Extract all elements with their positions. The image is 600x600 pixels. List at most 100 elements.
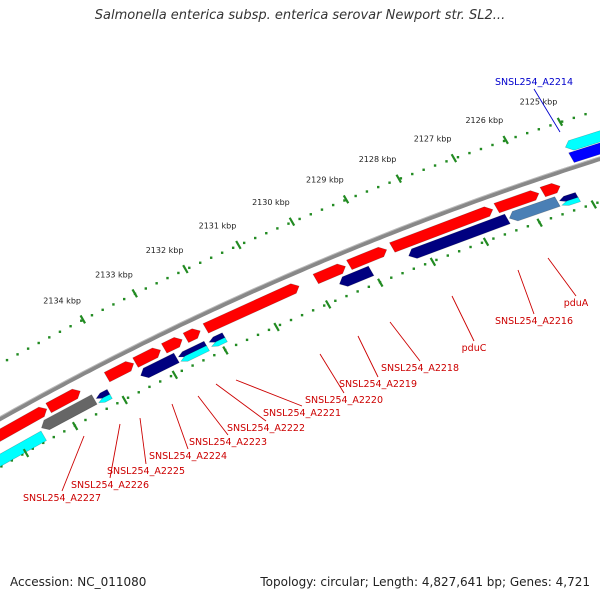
outer-ruler-dot (112, 303, 115, 306)
inner-ruler-dot (503, 233, 507, 236)
outer-ruler-dot (549, 124, 552, 127)
outer-ruler-dot (199, 261, 202, 264)
label-leader-line (389, 321, 421, 362)
outer-ruler-dot (584, 112, 587, 116)
inner-ruler-dot (345, 294, 348, 298)
page-title: Salmonella enterica subsp. enterica sero… (94, 8, 506, 23)
gene-label: SNSL254_A2223 (189, 437, 267, 448)
gene-label: SNSL254_A2225 (107, 466, 185, 477)
inner-ruler-dot (63, 430, 66, 433)
label-leader-line (517, 269, 535, 315)
inner-ruler-dot (52, 435, 55, 439)
inner-ruler-dot (213, 353, 216, 357)
inner-ruler-dot (148, 385, 151, 389)
outer-ruler-dot (220, 251, 224, 254)
inner-ruler-major-tick (377, 278, 384, 288)
gene-label: SNSL254_A2224 (149, 451, 227, 462)
outer-ruler-dot (177, 271, 180, 275)
gene-label: SNSL254_A2219 (339, 379, 417, 390)
inner-ruler-dot (169, 374, 173, 378)
outer-ruler-dot (231, 246, 235, 249)
ruler-tick-label: 2134 kbp (43, 297, 81, 306)
label-leader-line (533, 88, 561, 133)
outer-ruler-dot (343, 199, 346, 202)
inner-ruler-dot (245, 338, 249, 342)
label-leader-line (357, 335, 379, 378)
inner-ruler-major-tick (482, 237, 490, 247)
gene-label: SNSL254_A2222 (227, 423, 305, 434)
outer-ruler-dot (298, 217, 301, 221)
gene-forward (493, 190, 540, 214)
inner-ruler-dot (84, 418, 87, 422)
gene-reverse (210, 337, 228, 347)
inner-ruler-dot (137, 391, 140, 394)
ruler-tick-label: 2133 kbp (95, 270, 133, 279)
inner-ruler-major-tick (536, 218, 543, 228)
gene-outer-blue (568, 142, 600, 163)
outer-ruler (5, 112, 587, 362)
label-leader-line (197, 395, 229, 436)
outer-ruler-dot (560, 120, 564, 123)
gene-reverse (41, 394, 98, 431)
outer-ruler-dot (37, 341, 40, 345)
ruler-tick-label: 2131 kbp (199, 222, 237, 231)
outer-ruler-dot (572, 116, 576, 120)
inner-ruler-dot (446, 254, 449, 257)
inner-ruler-major-tick (273, 322, 280, 332)
gene-reverse (508, 196, 561, 222)
outer-ruler-dot (144, 287, 148, 290)
inner-ruler-dot (435, 258, 438, 262)
inner-ruler-major-tick (22, 448, 30, 458)
inner-ruler-dot (42, 441, 45, 445)
label-leader-line (139, 417, 147, 465)
outer-ruler-dot (354, 194, 357, 198)
ruler-tick-label: 2130 kbp (252, 198, 290, 207)
gene-forward (103, 361, 135, 383)
outer-ruler-dot (411, 172, 414, 176)
gene-forward (202, 283, 300, 334)
ruler-tick-label: 2129 kbp (306, 176, 344, 185)
outer-ruler-dot (514, 135, 517, 139)
inner-ruler-dot (596, 201, 599, 204)
outer-ruler-dot (101, 308, 104, 312)
genome-summary-text: Topology: circular; Length: 4,827,641 bp… (260, 575, 590, 589)
gene-forward (132, 347, 161, 368)
accession-text: Accession: NC_011080 (10, 575, 147, 589)
outer-ruler-dot (69, 325, 72, 328)
gene-forward (45, 388, 81, 414)
label-leader-line (109, 423, 121, 479)
outer-ruler-dot (388, 181, 391, 184)
ruler-major-tick (395, 174, 402, 184)
ruler-tick-labels: 2125 kbp 2126 kbp 2127 kbp 2128 kbp 2129 kbp… (22, 98, 597, 458)
ruler-major-tick (342, 194, 350, 204)
inner-ruler-dot (300, 313, 304, 317)
genome-backbone (0, 156, 600, 422)
inner-ruler-major-tick (222, 346, 229, 355)
inner-ruler-dot (256, 333, 260, 337)
outer-ruler-dot (320, 208, 324, 211)
ruler-tick-label: 2132 kbp (146, 246, 184, 255)
inner-ruler-dot (126, 396, 130, 399)
ruler-major-tick (502, 135, 509, 145)
inner-ruler-dot (10, 459, 14, 462)
backbone-line (0, 156, 600, 422)
outer-ruler-dot (456, 155, 460, 159)
outer-ruler-dot (468, 151, 471, 155)
outer-ruler-dot (209, 256, 213, 259)
ruler-major-tick (288, 217, 296, 227)
label-leader-line (171, 403, 189, 450)
label-leader-lines (61, 88, 577, 492)
gene-forward (312, 263, 346, 285)
outer-ruler-dot (422, 168, 425, 171)
ruler-major-tick (450, 153, 458, 163)
outer-ruler-dot (90, 314, 94, 317)
gene-label: SNSL254_A2227 (23, 493, 101, 504)
inner-ruler-dot (202, 359, 205, 362)
gene-reverse (339, 265, 375, 287)
inner-ruler-dot (526, 225, 530, 228)
ruler-tick-label: 2127 kbp (414, 134, 452, 143)
ruler-major-tick (79, 314, 86, 324)
gene-label: SNSL254_A2221 (263, 408, 341, 419)
inner-ruler-major-tick (429, 257, 437, 267)
